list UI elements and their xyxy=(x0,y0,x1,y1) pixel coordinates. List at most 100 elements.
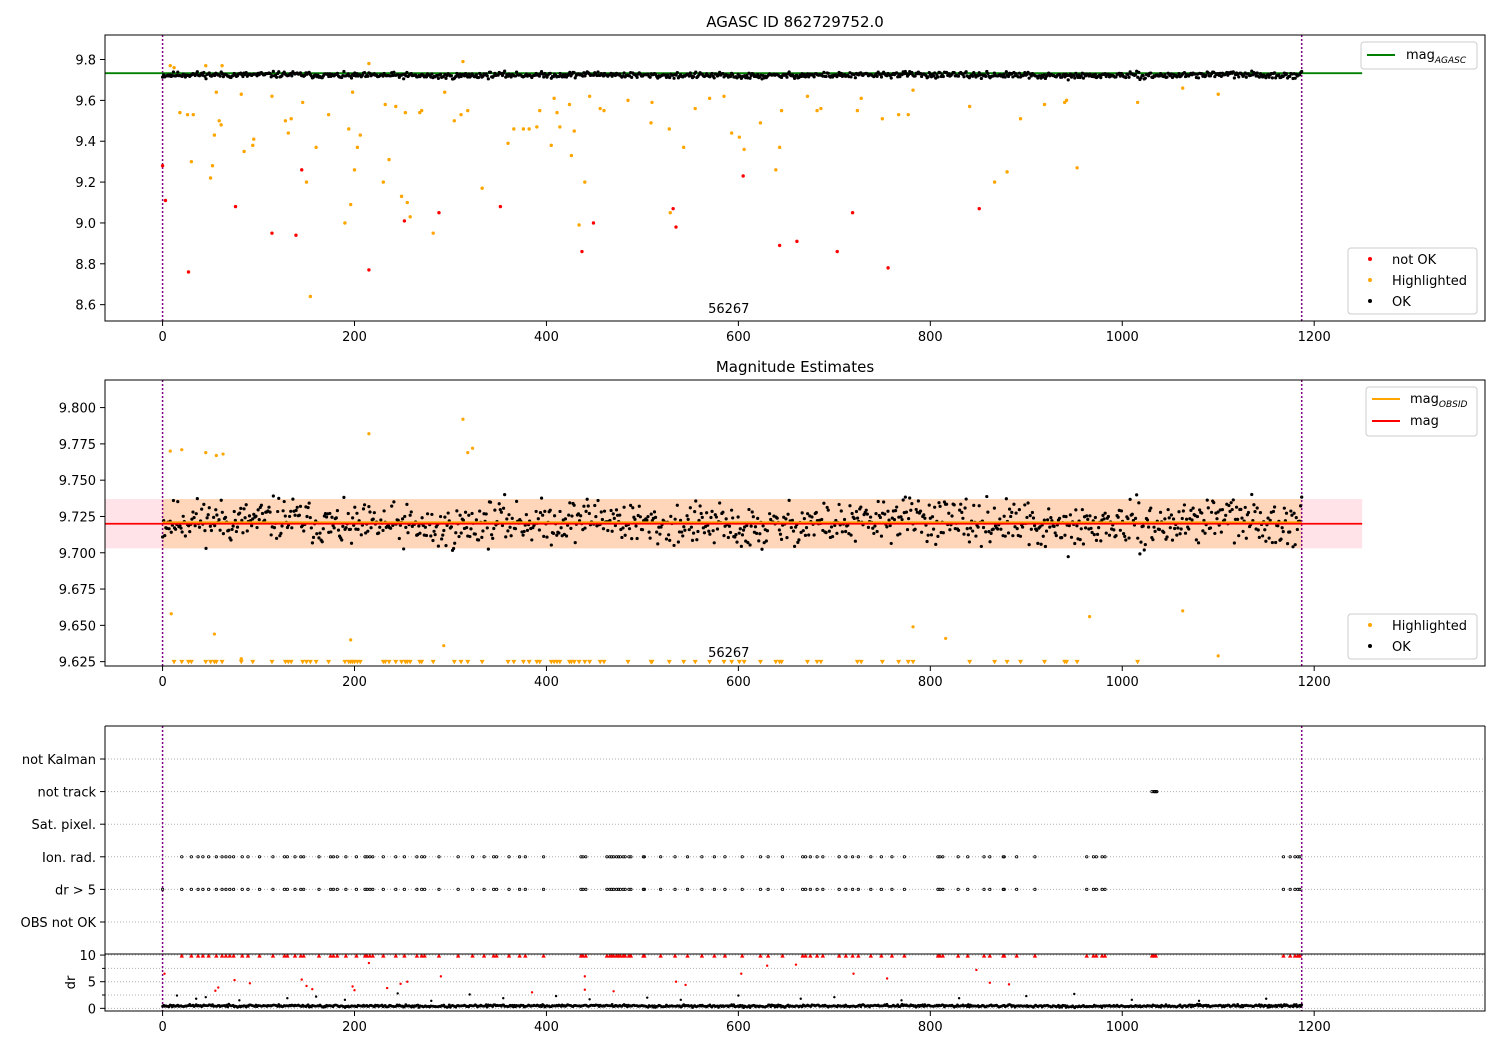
flag-point xyxy=(271,855,275,859)
ok-point xyxy=(188,530,192,534)
ok-point xyxy=(727,524,732,528)
ok-point xyxy=(1023,70,1027,75)
ok-point xyxy=(622,505,626,509)
capped-marker xyxy=(1094,953,1099,958)
ok-point xyxy=(922,513,926,517)
ok-point xyxy=(230,527,234,532)
flag-point xyxy=(837,887,841,892)
below-range-marker xyxy=(505,659,511,665)
ok-point xyxy=(1003,75,1007,79)
ok-point xyxy=(968,526,973,530)
ok-point xyxy=(476,75,481,80)
flag-point xyxy=(616,887,621,892)
ok-point xyxy=(1213,75,1217,79)
ok-point xyxy=(367,505,371,509)
flag-point xyxy=(492,855,496,859)
ok-point xyxy=(839,509,843,513)
dr-point xyxy=(447,1003,451,1007)
ok-point xyxy=(297,513,302,517)
flag-point xyxy=(394,855,398,859)
highlighted-point xyxy=(1216,654,1220,658)
ok-point xyxy=(757,539,761,543)
ok-point xyxy=(564,534,569,538)
capped-marker xyxy=(455,953,461,958)
capped-marker xyxy=(257,953,262,958)
flag-point xyxy=(344,887,348,892)
flag-point xyxy=(956,855,960,859)
flag-point xyxy=(659,855,663,859)
dr-outlier-point xyxy=(1007,983,1011,986)
ok-point xyxy=(171,498,176,503)
ok-point xyxy=(396,518,400,522)
ok-point xyxy=(853,539,857,543)
below-range-marker xyxy=(557,659,563,665)
ok-point xyxy=(317,536,321,540)
ok-point xyxy=(504,535,508,539)
flag-point xyxy=(1103,855,1107,859)
below-range-marker xyxy=(905,659,911,665)
ok-point xyxy=(500,523,505,528)
ok-point xyxy=(873,524,877,528)
ok-point xyxy=(1004,70,1008,74)
ok-point xyxy=(1025,515,1029,520)
ok-point xyxy=(510,516,514,521)
ok-point xyxy=(418,531,422,535)
ok-point xyxy=(1078,538,1082,542)
ok-point xyxy=(417,524,421,528)
y-tick-label: 9.800 xyxy=(59,402,96,417)
highlighted-point xyxy=(308,294,313,299)
ok-point xyxy=(503,69,507,73)
capped-marker xyxy=(814,953,820,958)
dr-outlier-point xyxy=(674,980,678,983)
highlighted-point xyxy=(758,121,763,125)
ok-point xyxy=(250,524,254,528)
ok-point xyxy=(987,529,991,534)
ok-point xyxy=(963,506,967,510)
ok-point xyxy=(947,511,951,515)
ok-point xyxy=(174,527,178,531)
highlighted-point xyxy=(452,119,457,123)
capped-marker xyxy=(780,953,785,958)
ok-point xyxy=(1295,527,1299,532)
ok-point xyxy=(1281,530,1285,534)
highlighted-point xyxy=(944,636,948,641)
ok-point xyxy=(952,503,956,507)
below-range-marker xyxy=(300,659,306,665)
ok-point xyxy=(1255,506,1259,510)
flag-point xyxy=(365,855,369,859)
x-tick-label: 800 xyxy=(918,330,943,345)
highlighted-point xyxy=(555,110,559,115)
ok-point xyxy=(981,525,986,530)
capped-marker xyxy=(393,953,398,958)
ok-point xyxy=(1250,492,1254,497)
ok-point xyxy=(680,530,684,534)
ok-point xyxy=(488,70,493,74)
flag-point xyxy=(240,855,244,859)
below-range-marker xyxy=(188,659,194,665)
ok-point xyxy=(206,513,210,517)
flag-point xyxy=(623,855,627,859)
flag-point xyxy=(201,855,205,859)
ok-point xyxy=(751,515,755,519)
highlighted-point xyxy=(367,61,371,66)
flag-point xyxy=(700,887,704,892)
ok-point xyxy=(446,511,450,515)
ok-point xyxy=(195,70,199,74)
below-range-marker xyxy=(571,659,577,665)
ok-point xyxy=(1271,509,1276,514)
ok-point xyxy=(1175,533,1179,537)
flag-point xyxy=(821,855,825,859)
ok-point xyxy=(824,74,828,79)
highlighted-point xyxy=(602,108,606,113)
ok-point xyxy=(1241,529,1245,534)
ok-point xyxy=(613,523,618,528)
flag-point xyxy=(844,855,848,859)
highlighted-point xyxy=(549,143,553,148)
ok-point xyxy=(941,531,945,535)
ok-point xyxy=(934,542,938,546)
ok-point xyxy=(545,535,549,539)
dr-point xyxy=(175,994,179,997)
ok-point xyxy=(925,539,929,544)
ok-point xyxy=(1251,518,1255,523)
